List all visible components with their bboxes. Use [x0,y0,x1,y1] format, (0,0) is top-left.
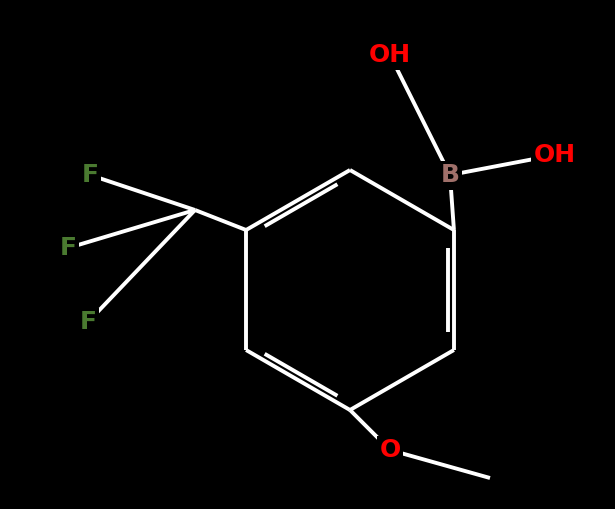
Text: OH: OH [534,143,576,167]
Text: F: F [82,163,98,187]
Text: O: O [379,438,400,462]
Text: OH: OH [369,43,411,67]
Text: F: F [60,236,76,260]
Text: B: B [440,163,459,187]
Text: F: F [79,310,97,334]
